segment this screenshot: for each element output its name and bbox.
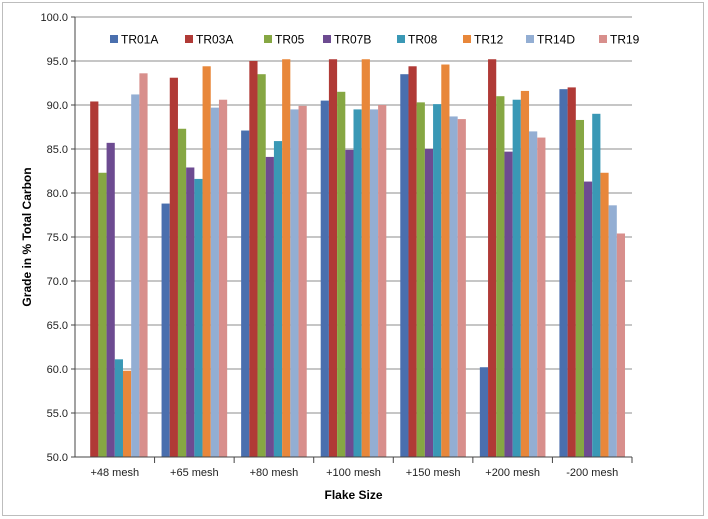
y-tick-label: 100.0 <box>40 12 68 24</box>
bar-tr03a-6 <box>567 87 576 458</box>
legend-swatch-tr14d <box>526 35 534 43</box>
y-tick-label: 85.0 <box>47 144 68 156</box>
bar-tr08-3 <box>353 109 362 458</box>
bar-tr14d-4 <box>449 116 458 457</box>
bar-tr01a-3 <box>320 100 329 457</box>
bar-tr03a-4 <box>408 66 417 457</box>
bar-tr07b-1 <box>186 167 195 458</box>
bar-tr03a-1 <box>169 77 178 457</box>
bar-tr01a-2 <box>241 130 250 457</box>
bar-tr01a-4 <box>400 74 409 457</box>
bar-tr01a-1 <box>161 203 170 457</box>
bar-tr12-4 <box>441 64 450 458</box>
bar-tr07b-6 <box>584 181 593 457</box>
bar-tr12-0 <box>122 370 132 457</box>
bar-tr07b-2 <box>265 156 274 458</box>
bar-tr03a-5 <box>488 59 497 458</box>
legend-swatch-tr05 <box>264 35 272 43</box>
bar-tr19-4 <box>457 119 466 457</box>
bar-tr05-2 <box>257 74 266 457</box>
bar-tr19-3 <box>378 105 387 457</box>
legend-label-tr14d: TR14D <box>537 33 575 47</box>
bar-tr05-1 <box>177 128 187 457</box>
bar-tr08-0 <box>114 359 123 457</box>
bar-tr01a-6 <box>559 89 568 457</box>
y-tick-label: 65.0 <box>47 320 68 332</box>
y-tick-label: 75.0 <box>47 232 68 244</box>
bar-tr08-4 <box>433 104 442 458</box>
y-tick-label: 90.0 <box>47 100 68 112</box>
bar-tr08-2 <box>273 141 283 457</box>
y-tick-label: 55.0 <box>47 408 68 420</box>
bar-tr19-5 <box>537 137 546 457</box>
bar-tr19-2 <box>298 105 307 457</box>
bar-tr14d-3 <box>369 109 379 458</box>
bar-tr08-5 <box>512 99 521 457</box>
x-axis-title: Flake Size <box>324 488 382 502</box>
bar-tr05-5 <box>496 96 505 457</box>
bar-tr19-0 <box>139 73 148 457</box>
x-tick-label: +80 mesh <box>250 467 299 479</box>
legend-swatch-tr07b <box>323 35 331 43</box>
y-axis-title: Grade in % Total Carbon <box>20 167 34 306</box>
y-tick-label: 80.0 <box>47 188 68 200</box>
legend-label-tr08: TR08 <box>408 33 438 47</box>
x-tick-label: +48 mesh <box>90 467 139 479</box>
legend-label-tr05: TR05 <box>275 33 305 47</box>
legend-label-tr03a: TR03A <box>196 33 233 47</box>
bar-tr14d-1 <box>210 107 219 457</box>
bar-tr12-2 <box>282 59 291 458</box>
bar-tr12-5 <box>520 90 530 458</box>
y-tick-label: 95.0 <box>47 56 68 68</box>
bar-tr14d-2 <box>290 109 299 458</box>
bar-tr12-6 <box>600 172 609 457</box>
x-tick-label: +200 mesh <box>485 467 540 479</box>
legend-label-tr19: TR19 <box>610 33 640 47</box>
bar-tr12-3 <box>361 59 370 458</box>
legend-label-tr07b: TR07B <box>334 33 371 47</box>
bar-tr07b-0 <box>106 142 115 457</box>
legend-label-tr12: TR12 <box>474 33 504 47</box>
bar-tr08-6 <box>592 113 601 458</box>
legend-swatch-tr01a <box>110 35 118 43</box>
bar-tr01a-5 <box>479 367 489 457</box>
x-tick-label: +150 mesh <box>406 467 461 479</box>
bar-tr07b-4 <box>424 149 434 457</box>
axes: 50.0 55.0 60.0 65.0 70.0 75.0 80.0 85.0 90.0 95.0… <box>40 12 633 479</box>
legend-swatch-tr08 <box>397 35 405 43</box>
y-tick-label: 60.0 <box>47 364 68 376</box>
legend-label-tr01a: TR01A <box>121 33 158 47</box>
legend-swatch-tr19 <box>599 35 607 43</box>
bar-tr07b-3 <box>345 149 354 457</box>
bar-tr07b-5 <box>504 151 513 457</box>
bar-tr08-1 <box>194 178 203 458</box>
y-tick-label: 50.0 <box>47 452 68 464</box>
bar-tr14d-5 <box>529 131 538 457</box>
legend-swatch-tr03a <box>185 35 193 43</box>
bar-tr05-6 <box>575 119 585 458</box>
bar-tr03a-2 <box>249 61 258 457</box>
bars <box>90 59 626 458</box>
bar-tr03a-3 <box>328 59 338 458</box>
bar-tr19-6 <box>616 233 626 457</box>
bar-tr14d-6 <box>608 205 617 457</box>
bar-tr05-0 <box>98 172 107 457</box>
x-tick-label: -200 mesh <box>566 467 618 479</box>
bar-tr05-4 <box>416 102 425 458</box>
x-tick-label: +65 mesh <box>170 467 219 479</box>
x-tick-label: +100 mesh <box>326 467 381 479</box>
legend-swatch-tr12 <box>463 35 471 43</box>
y-tick-label: 70.0 <box>47 276 68 288</box>
bar-tr19-1 <box>218 99 228 457</box>
bar-tr12-1 <box>202 66 211 457</box>
legend: TR01A TR03A TR05 TR07B TR08 TR12 TR14D TR19 <box>110 33 640 47</box>
bar-tr14d-0 <box>131 94 140 457</box>
bar-tr05-3 <box>337 91 346 458</box>
bar-tr03a-0 <box>90 101 99 457</box>
